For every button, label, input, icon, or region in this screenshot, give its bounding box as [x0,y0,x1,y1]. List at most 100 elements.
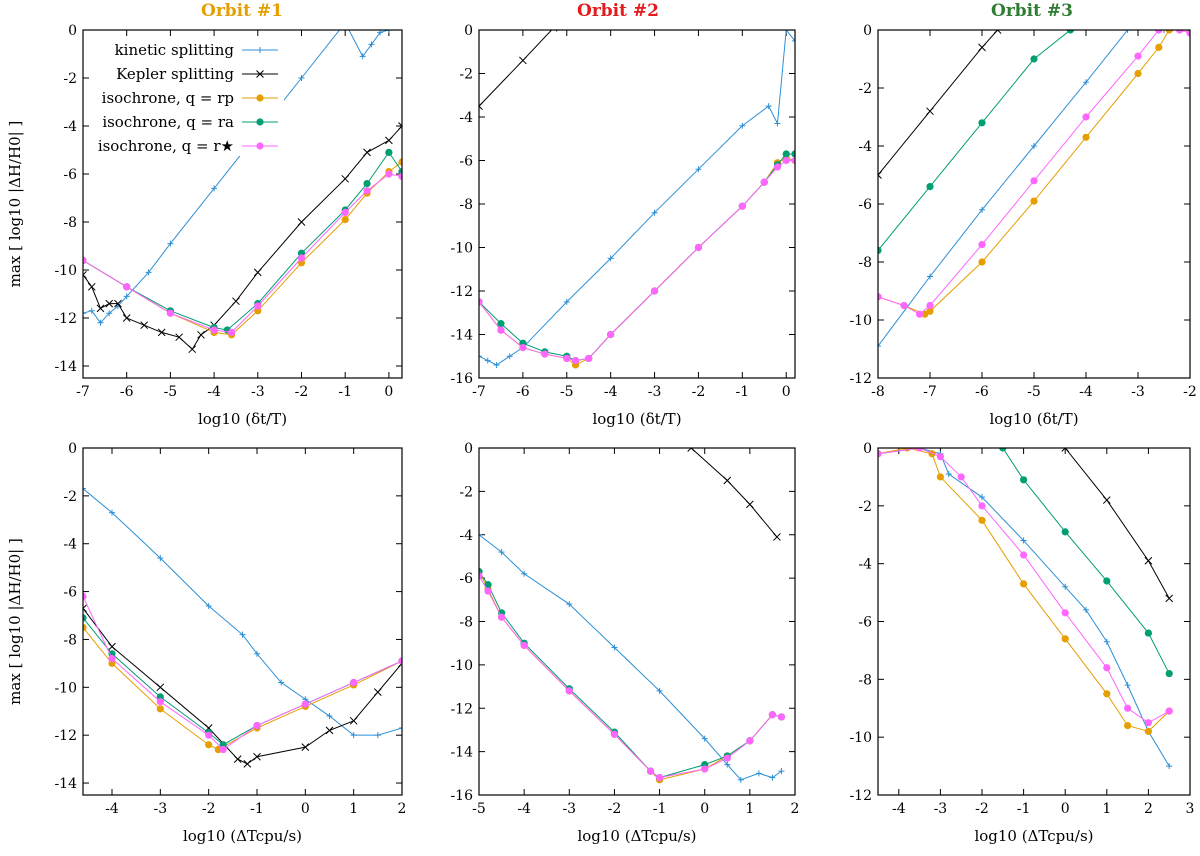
y-tick-label: -16 [450,371,473,387]
y-tick-label: -14 [54,359,77,375]
data-point [1134,52,1142,60]
y-tick-label: -12 [54,728,77,744]
y-tick-label: -2 [63,489,77,505]
data-point [926,301,934,310]
y-tick-label: -14 [450,328,473,344]
data-point [83,256,87,264]
y-tick-label: -12 [450,701,473,717]
data-point [83,592,87,600]
data-point [724,761,731,768]
y-tick-label: -4 [63,537,77,553]
data-point [211,185,218,192]
series-line-isochrone-q-rp [479,157,795,366]
series-line-isochrone-q-ra [1002,448,1170,674]
series-line-isochrone-q-r- [878,30,1190,315]
x-tick-label: -1 [736,384,750,400]
y-tick-label: -8 [858,672,872,688]
data-point [123,283,131,291]
series-line-isochrone-q-r- [83,173,402,333]
data-point [363,187,371,195]
plot-frame [82,29,403,379]
data-point [563,298,570,305]
data-point [479,298,483,306]
series-line-kepler-splitting [690,448,778,538]
x-tick-label: 1 [745,801,754,817]
x-tick-label: 1 [1102,801,1111,817]
x-tick-label: -5 [164,384,178,400]
series-line-kinetic-splitting [479,534,782,781]
plot-frame [82,447,403,796]
y-tick-label: 0 [863,23,872,39]
plot-frame [478,447,796,796]
data-point [398,158,402,166]
series-line-kinetic-splitting [878,448,1170,767]
data-point [1124,682,1131,689]
x-tick-label: -2 [1183,384,1197,400]
data-point [701,735,708,742]
data-point [157,555,164,562]
data-point [778,768,785,775]
data-point [1030,197,1038,205]
data-point [479,572,483,580]
data-point [1083,79,1089,86]
data-point [926,307,934,315]
data-point [232,297,240,306]
data-point [297,218,306,226]
y-tick-label: -12 [450,284,473,300]
data-point [878,293,882,301]
data-point [878,450,882,458]
data-point [1061,528,1069,536]
data-point [566,601,573,608]
x-tick-label: -2 [202,801,216,817]
data-point [368,41,375,48]
data-point [385,30,392,33]
data-point [585,354,593,363]
data-point [342,20,348,26]
data-point [1161,30,1167,33]
legend-box [92,36,284,156]
data-point [650,287,659,295]
series-line-isochrone-q-rp [878,30,1190,315]
y-tick-label: -10 [54,263,77,279]
y-tick-label: -8 [63,632,77,648]
data-point [738,202,746,210]
data-point [398,657,402,665]
panel-5: -5 -4 -3 -2 -1 0 1 20-2-4-6-8-10-12-14-16log10 … [450,441,799,845]
data-point [233,755,242,763]
data-point [1031,143,1037,149]
data-point [607,255,614,262]
data-point [83,270,87,279]
data-point [746,500,754,509]
data-point [519,56,527,65]
data-point [774,120,781,127]
x-tick-label: 0 [782,384,791,400]
data-point [978,502,986,510]
data-point [999,448,1007,452]
data-point [945,471,952,478]
y-axis-label: max [ log10 |ΔH/H0| ] [6,538,24,705]
data-point [978,43,986,52]
column-title-orbit-1: Orbit #1 [201,1,283,21]
data-point [1082,113,1090,121]
data-point [746,737,754,745]
data-point [1165,669,1173,678]
data-point [768,711,777,719]
data-point [611,644,618,651]
series-group [479,30,795,369]
series-group [878,30,1190,350]
x-tick-label: 0 [1061,801,1070,817]
data-point [243,760,252,768]
legend-label: Kepler splitting [116,65,234,83]
series-line-kinetic-splitting [83,488,402,736]
data-point [519,343,527,352]
data-point [520,641,528,649]
y-tick-label: -2 [459,67,473,83]
data-point [205,602,212,609]
data-point [878,171,882,179]
x-tick-label: -4 [604,384,618,400]
data-point [1061,635,1069,643]
data-point [610,730,619,738]
x-tick-label: 0 [384,384,393,400]
